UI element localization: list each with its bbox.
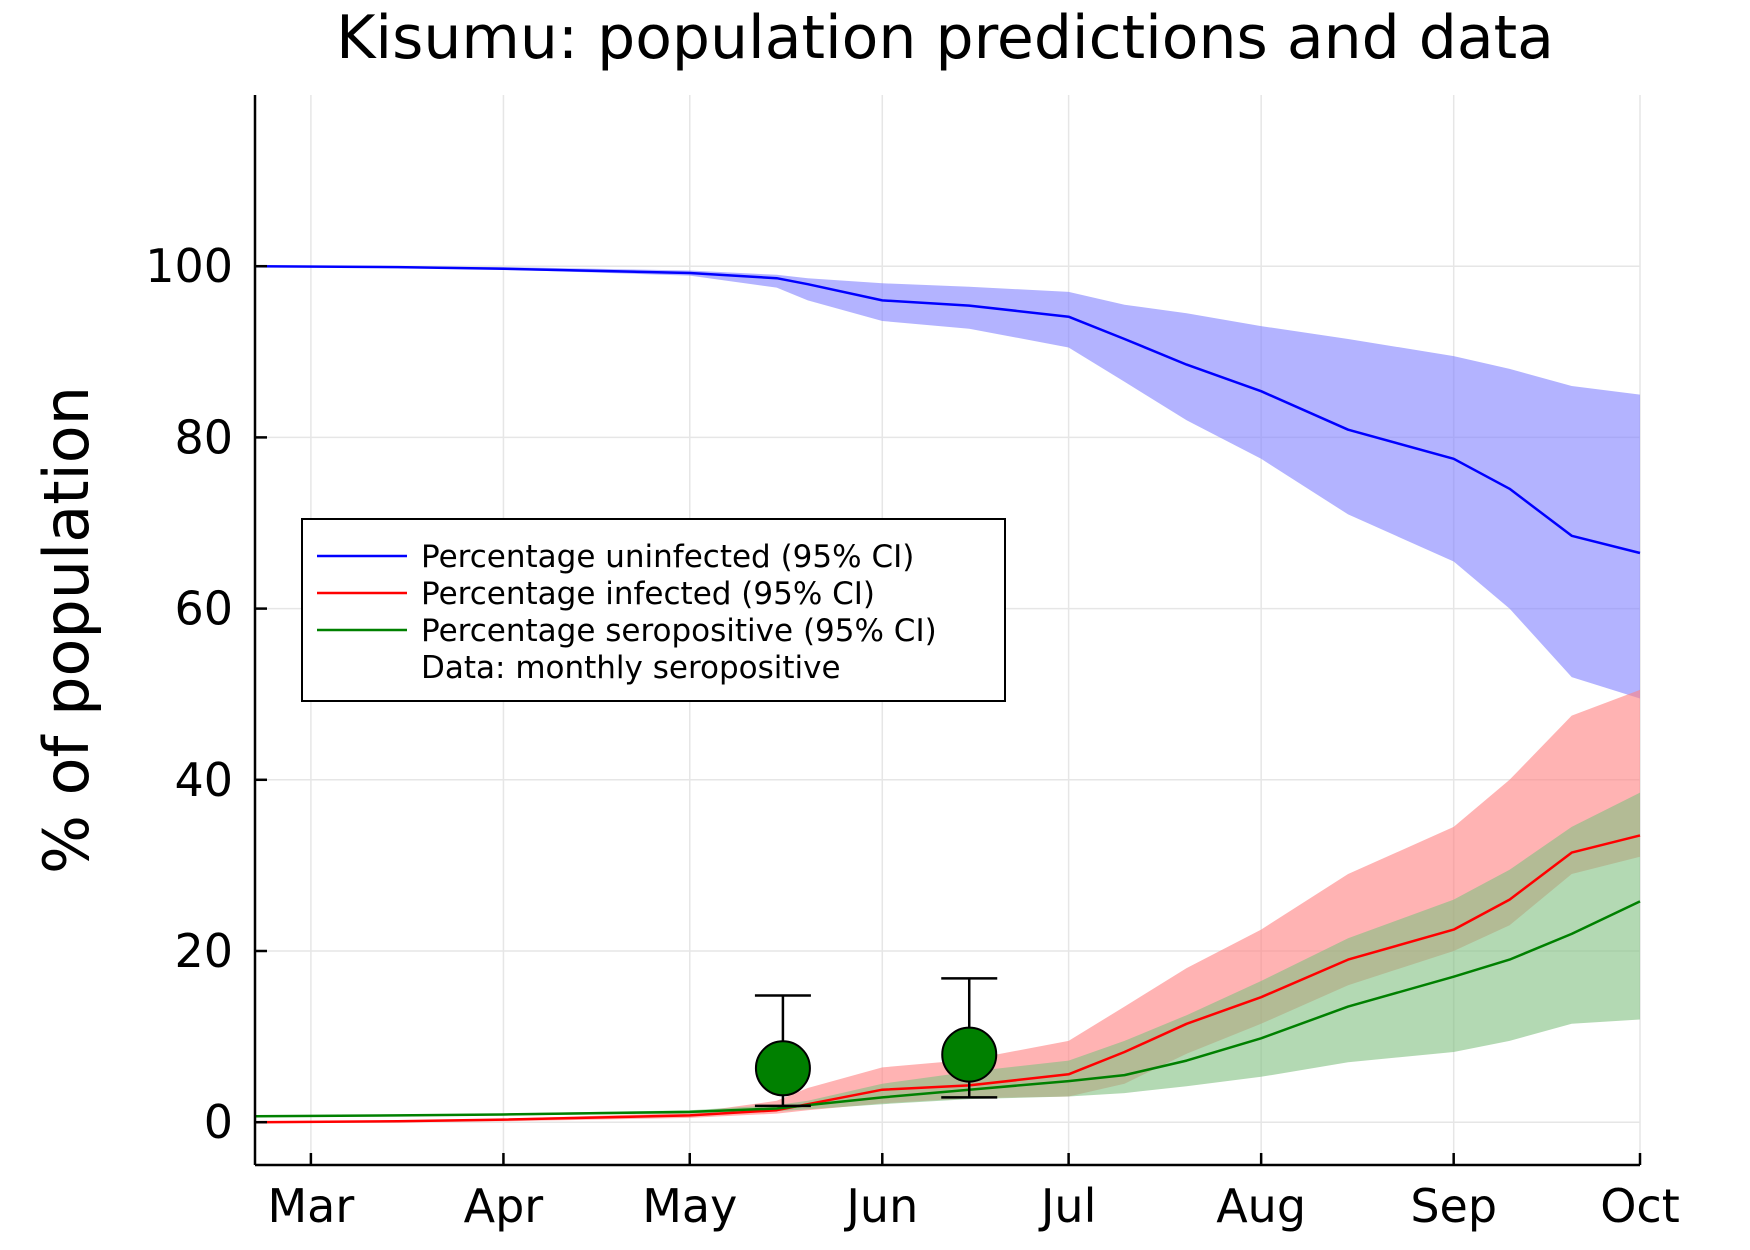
- ci-band-2: [255, 689, 1640, 1123]
- axes: Mar Apr May Jun Jul Aug Sep Oct 0 20 40 60 80 100: [145, 95, 1680, 1233]
- y-tick-label: 80: [174, 410, 233, 464]
- series-line-1: [254, 264, 1641, 555]
- x-tick-label: Oct: [1600, 1179, 1680, 1233]
- y-tick-label: 60: [174, 582, 233, 636]
- y-tick-label: 100: [145, 239, 233, 293]
- x-tick-label: Jul: [1038, 1179, 1097, 1233]
- ci-band-3: [255, 792, 1640, 1118]
- data-point-2: [941, 1026, 998, 1083]
- legend-label-3: Percentage seropositive (95% CI): [421, 613, 937, 649]
- x-tick-label: Jun: [843, 1179, 918, 1233]
- data-point-1: [754, 1040, 811, 1097]
- legend-label-4: Data: monthly seropositive: [421, 650, 841, 686]
- legend: Percentage uninfected (95% CI)Percentage…: [301, 518, 1006, 702]
- series-line-2: [254, 834, 1641, 1124]
- lines: [254, 264, 1641, 1124]
- y-tick-label: 20: [174, 924, 233, 978]
- ci-band-1: [255, 266, 1640, 699]
- legend-label-2: Percentage infected (95% CI): [421, 576, 875, 612]
- bands: [255, 266, 1640, 1123]
- x-tick-label: Sep: [1410, 1179, 1497, 1233]
- x-tick-label: Mar: [267, 1179, 354, 1233]
- y-tick-label: 40: [174, 753, 233, 807]
- data-points: [754, 977, 998, 1108]
- legend-label-1: Percentage uninfected (95% CI): [421, 539, 914, 575]
- y-axis-label: % of population: [30, 386, 103, 874]
- y-tick-label: 0: [204, 1095, 233, 1149]
- x-tick-label: Aug: [1216, 1179, 1306, 1233]
- legend-box: [301, 518, 1006, 702]
- x-tick-label: May: [642, 1179, 737, 1233]
- series-line-3: [254, 900, 1641, 1118]
- x-tick-label: Apr: [464, 1179, 544, 1233]
- chart-title: Kisumu: population predictions and data: [336, 3, 1554, 73]
